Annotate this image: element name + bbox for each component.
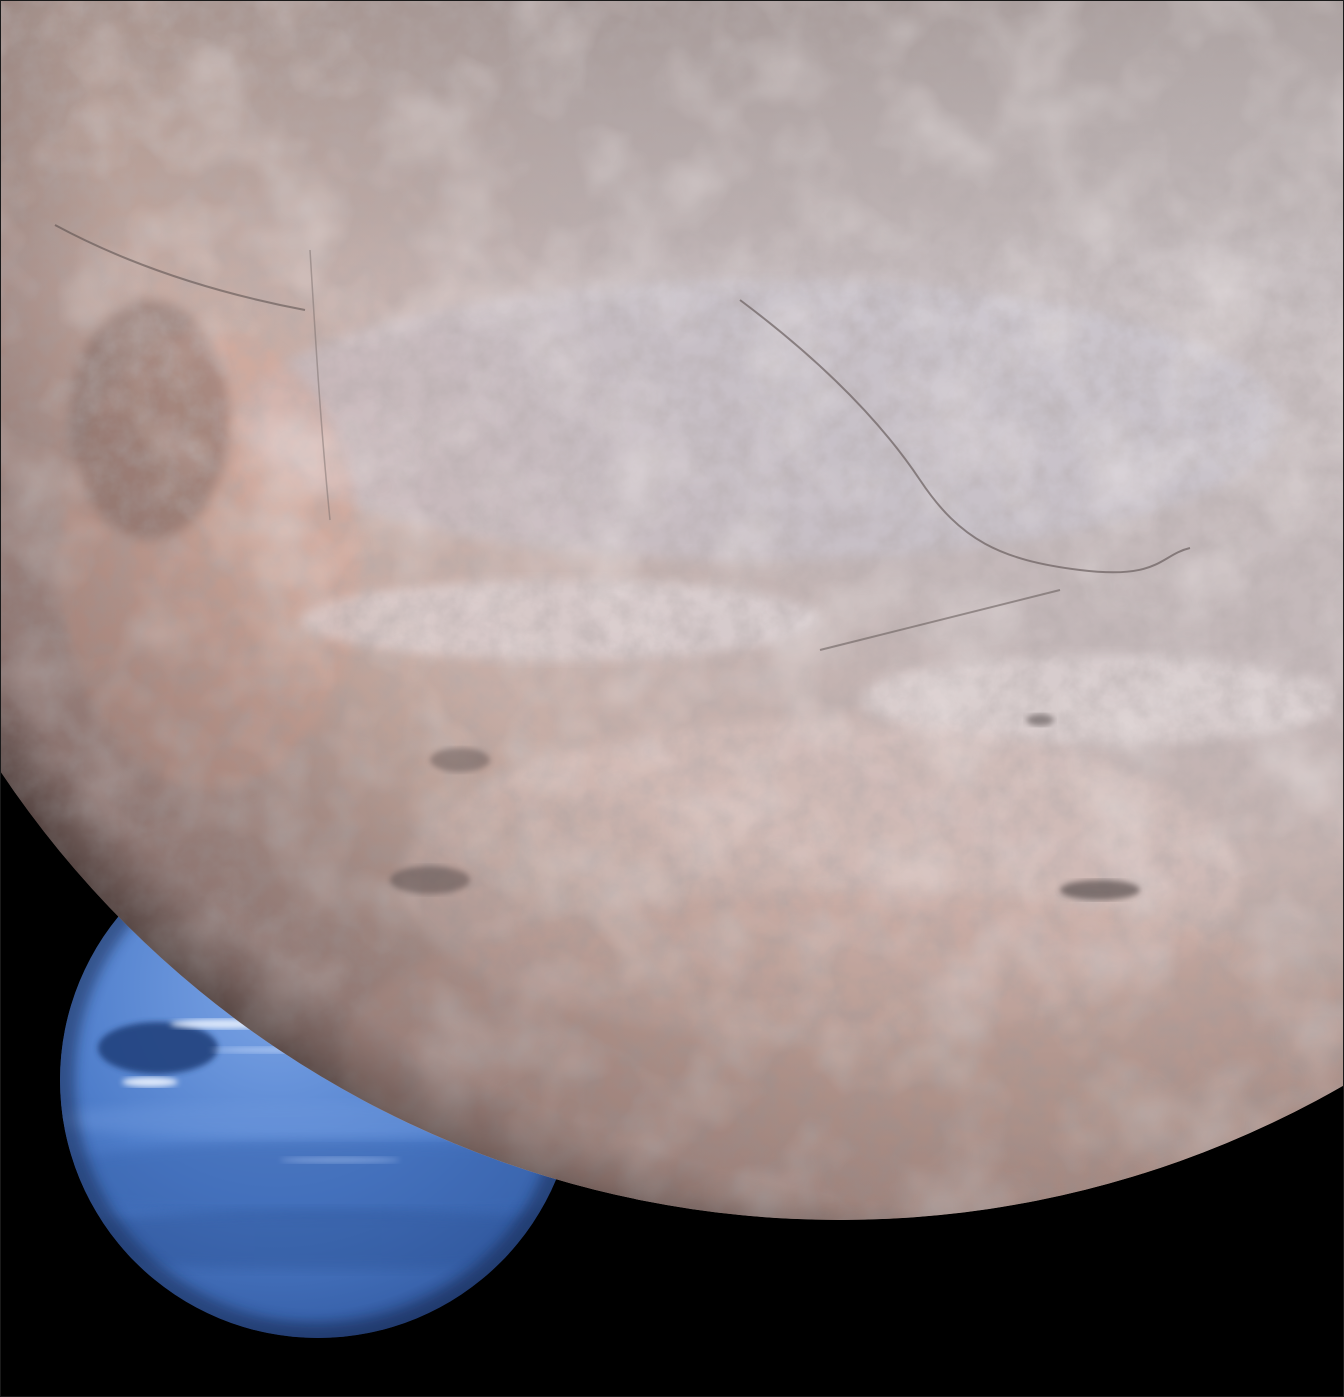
dark-spot (98, 1022, 218, 1074)
triton-moon (0, 0, 1344, 1220)
